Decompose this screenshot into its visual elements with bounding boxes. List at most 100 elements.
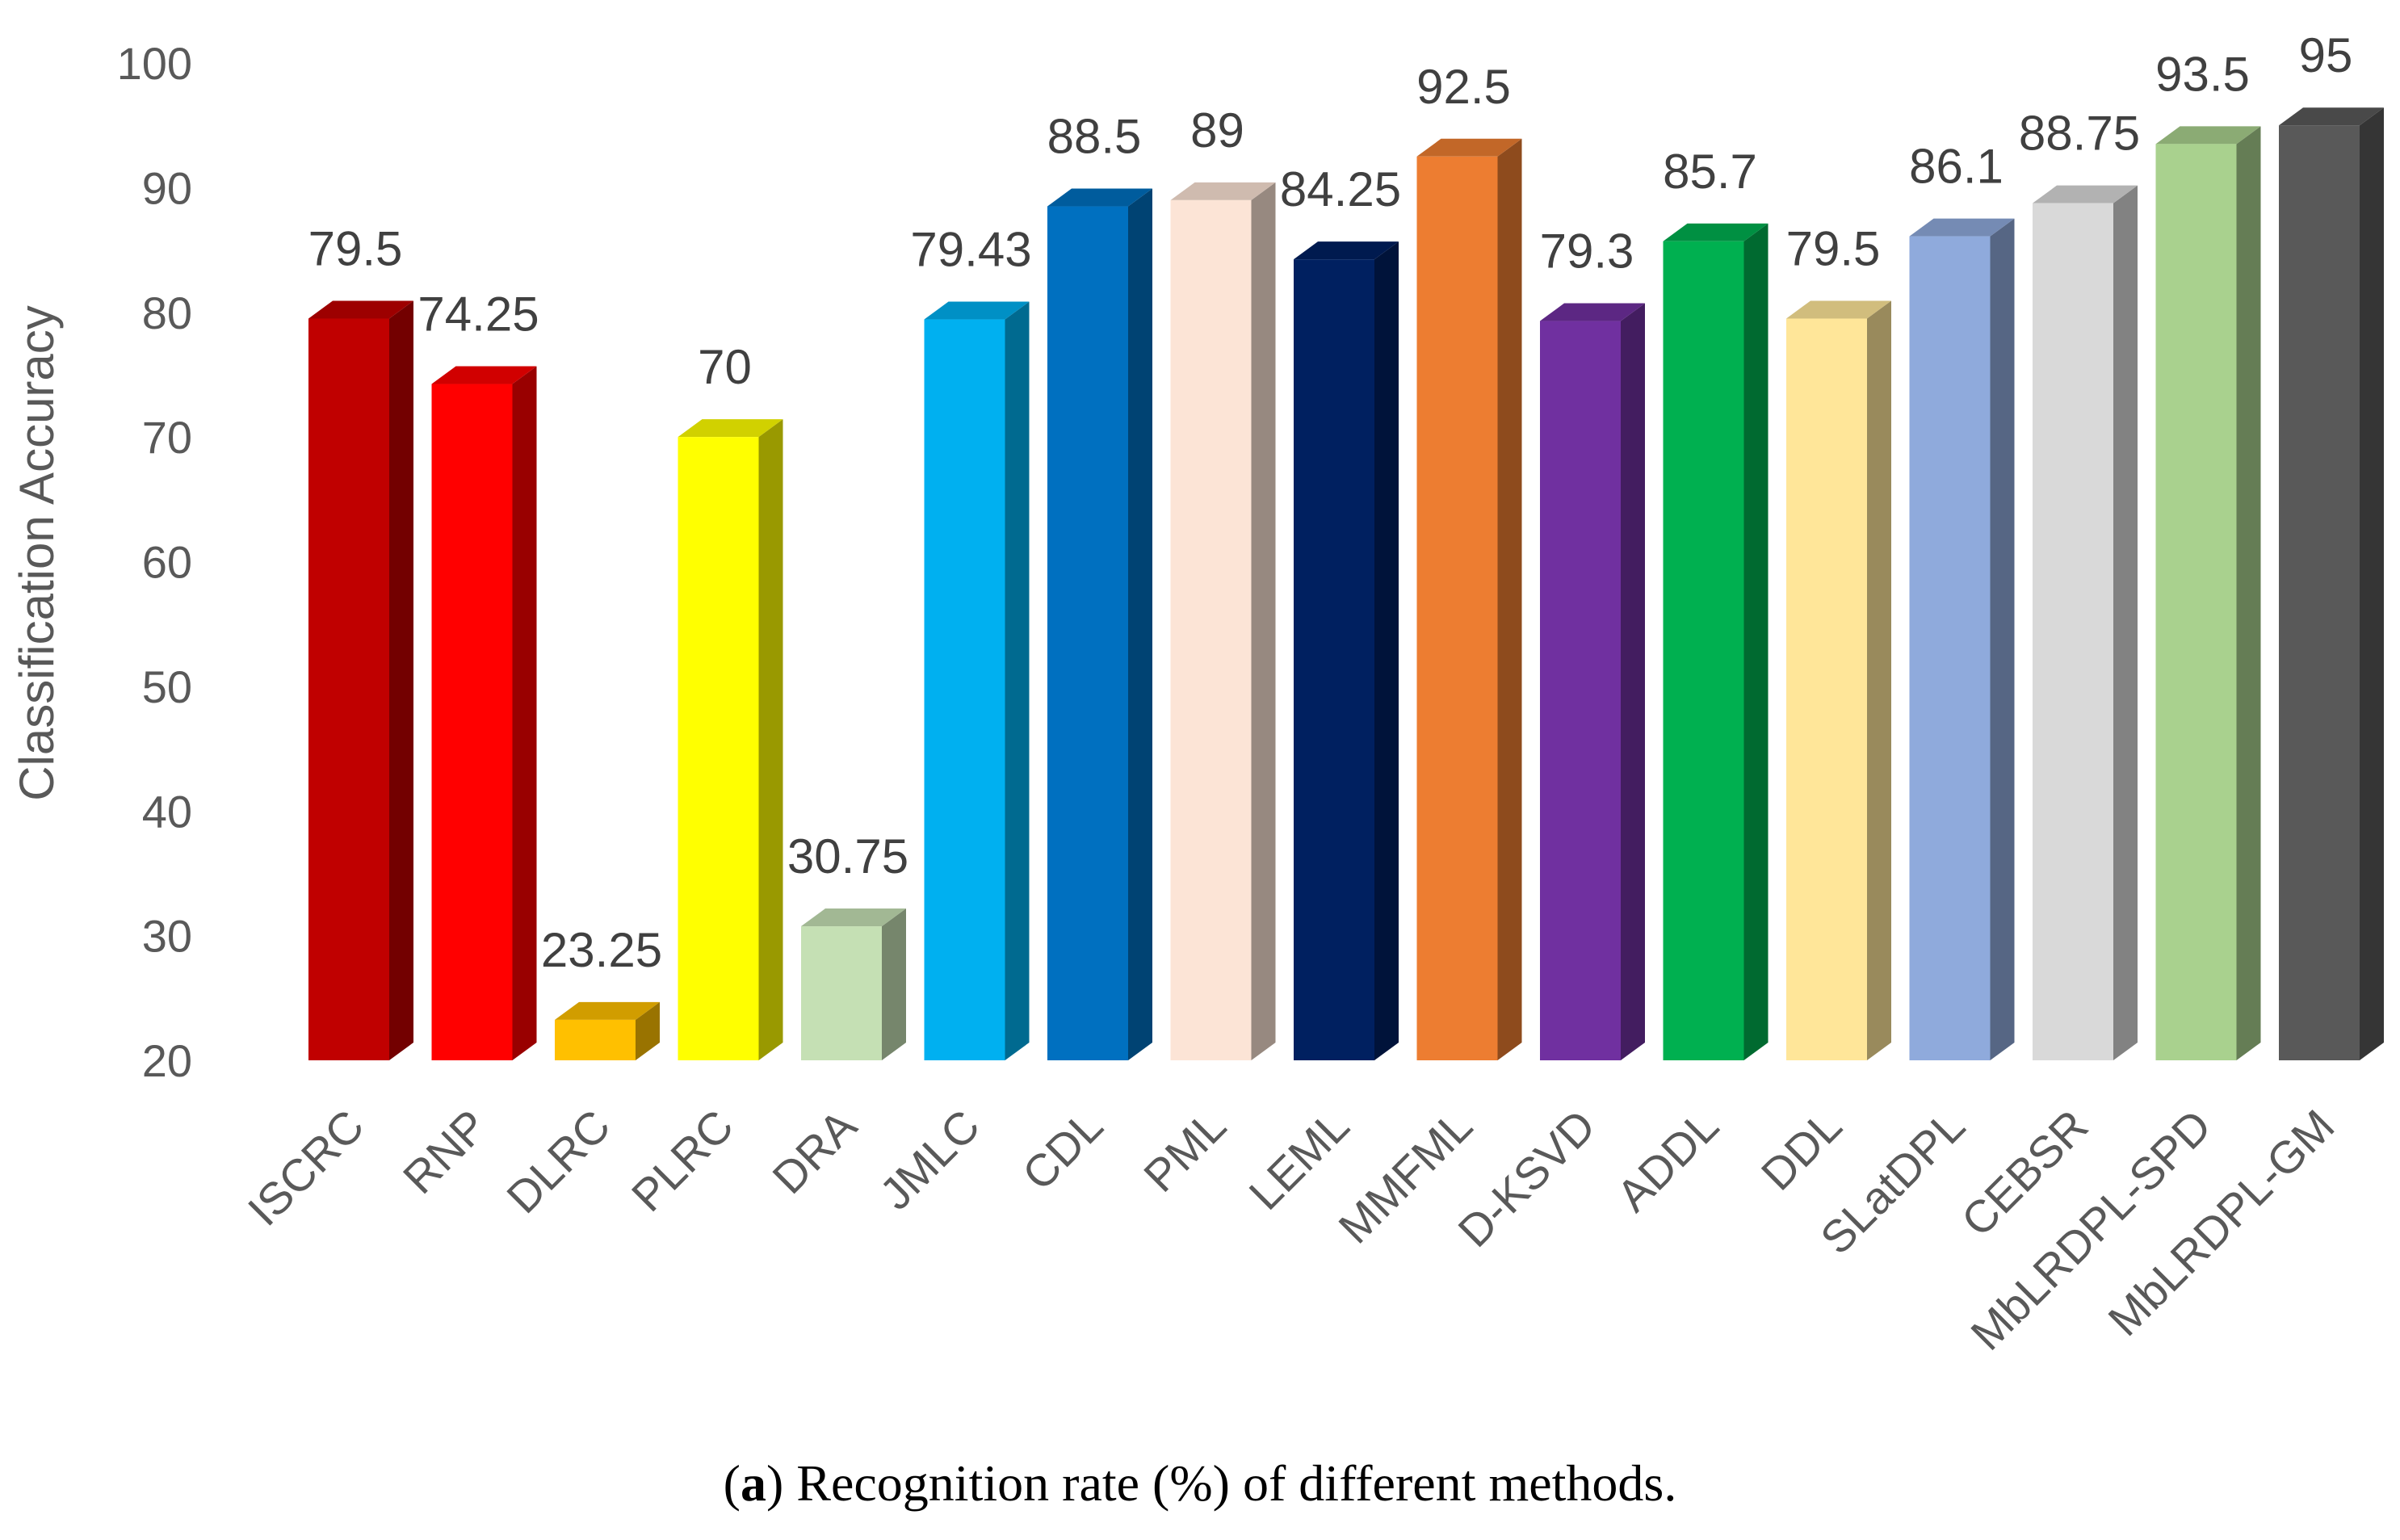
bar-front bbox=[2279, 125, 2360, 1060]
bar-front bbox=[308, 318, 389, 1060]
data-label: 93.5 bbox=[2155, 47, 2250, 101]
data-label: 79.43 bbox=[910, 223, 1031, 277]
data-label: 88.5 bbox=[1047, 110, 1142, 164]
x-tick-label: JMLC bbox=[870, 1100, 989, 1219]
x-tick-label: RNP bbox=[393, 1100, 497, 1203]
data-labels: 79.5 74.25 23.25 70 30.75 79.43 88.5 89 84.25 92.… bbox=[308, 28, 2353, 977]
bar-front bbox=[555, 1019, 636, 1060]
x-tick-label: DDL bbox=[1752, 1100, 1852, 1200]
y-tick-label: 20 bbox=[142, 1035, 192, 1086]
x-axis-ticks: ISCRC RNP DLRC PLRC DRA JMLC CDL PML LEMLMMFMLD-… bbox=[238, 1099, 2344, 1359]
bar-front bbox=[1294, 259, 1374, 1060]
bar-side bbox=[1497, 138, 1522, 1060]
bar-top bbox=[431, 366, 537, 384]
bar-side bbox=[636, 1001, 660, 1060]
data-label: 70 bbox=[698, 340, 752, 394]
bar-top bbox=[1294, 241, 1399, 260]
bar-mmfml bbox=[1416, 138, 1522, 1060]
bar-side bbox=[758, 419, 783, 1060]
bar-cdl bbox=[1047, 188, 1152, 1060]
bar-top bbox=[1416, 138, 1522, 157]
bar-chart: 20 30 40 50 60 70 80 90 100 Classification Accur… bbox=[10, 28, 2384, 1360]
data-label: 92.5 bbox=[1416, 60, 1511, 114]
bar-front bbox=[924, 319, 1005, 1060]
bar-side bbox=[1990, 218, 2015, 1060]
bar-side bbox=[1867, 300, 1891, 1060]
y-tick-label: 50 bbox=[142, 661, 192, 712]
bar-side bbox=[2360, 107, 2384, 1060]
bar-side bbox=[1251, 182, 1276, 1060]
bar-d-ksvd bbox=[1540, 303, 1645, 1060]
bar-front bbox=[2033, 203, 2113, 1060]
bars bbox=[308, 107, 2384, 1061]
y-tick-label: 60 bbox=[142, 537, 192, 588]
bar-mblrdpl-spd bbox=[2155, 126, 2261, 1060]
bar-side bbox=[2236, 126, 2261, 1060]
bar-top bbox=[2155, 126, 2261, 145]
bar-front bbox=[431, 384, 513, 1060]
data-label: 85.7 bbox=[1663, 145, 1757, 199]
bar-side bbox=[389, 300, 413, 1060]
bar-addl bbox=[1663, 223, 1769, 1061]
x-tick-label: ISCRC bbox=[238, 1100, 374, 1236]
figure-caption: (a) Recognition rate (%) of different me… bbox=[723, 1454, 1677, 1512]
caption-text: Recognition rate (%) of different method… bbox=[796, 1454, 1677, 1512]
data-label: 79.3 bbox=[1540, 224, 1634, 279]
caption-label: a bbox=[740, 1454, 766, 1512]
bar-front bbox=[1663, 241, 1744, 1061]
bar-top bbox=[1170, 182, 1276, 200]
bar-front bbox=[1786, 318, 1867, 1060]
x-tick-label: LEML bbox=[1239, 1100, 1358, 1219]
bar-rnp bbox=[431, 366, 537, 1060]
bar-top bbox=[1047, 188, 1152, 207]
bar-side bbox=[1128, 188, 1152, 1060]
bar-iscrc bbox=[308, 300, 413, 1060]
bar-side bbox=[1374, 241, 1399, 1060]
data-label: 88.75 bbox=[2019, 107, 2140, 161]
y-tick-label: 40 bbox=[142, 786, 192, 837]
bar-front bbox=[678, 437, 759, 1060]
x-tick-label: ADDL bbox=[1607, 1100, 1728, 1221]
bar-pml bbox=[1170, 182, 1276, 1060]
y-tick-label: 80 bbox=[142, 287, 192, 338]
bar-front bbox=[1047, 206, 1128, 1060]
x-tick-label: PLRC bbox=[622, 1100, 743, 1221]
bar-top bbox=[2033, 185, 2138, 204]
bar-top bbox=[1786, 300, 1891, 319]
bar-side bbox=[1621, 303, 1645, 1060]
data-label: 84.25 bbox=[1280, 162, 1401, 216]
y-tick-label: 90 bbox=[142, 162, 192, 213]
bar-mblrdpl-gm bbox=[2279, 107, 2384, 1060]
bar-side bbox=[1743, 223, 1769, 1061]
bar-side bbox=[1005, 301, 1030, 1060]
data-label: 74.25 bbox=[417, 287, 539, 342]
bar-ddl bbox=[1786, 300, 1891, 1060]
y-tick-label: 30 bbox=[142, 911, 192, 962]
bar-dlrc bbox=[555, 1001, 660, 1060]
y-axis-label: Classification Accuracy bbox=[10, 305, 64, 801]
data-label: 79.5 bbox=[308, 221, 403, 275]
bar-dra bbox=[801, 908, 906, 1060]
bar-front bbox=[1540, 321, 1621, 1060]
bar-front bbox=[1909, 236, 1991, 1060]
x-tick-label: DRA bbox=[762, 1099, 866, 1203]
bar-slatdpl bbox=[1909, 218, 2015, 1060]
x-tick-label: D-KSVD bbox=[1448, 1100, 1605, 1257]
bar-cebsr bbox=[2033, 185, 2138, 1060]
bar-side bbox=[512, 366, 537, 1060]
data-label: 86.1 bbox=[1909, 140, 2003, 194]
data-label: 79.5 bbox=[1786, 221, 1881, 275]
y-axis: 20 30 40 50 60 70 80 90 100 bbox=[117, 38, 192, 1086]
data-label: 30.75 bbox=[787, 829, 908, 883]
x-tick-label: DLRC bbox=[497, 1100, 619, 1223]
x-tick-label: PML bbox=[1134, 1100, 1236, 1202]
bar-plrc bbox=[678, 419, 783, 1060]
bar-front bbox=[801, 926, 882, 1060]
bar-front bbox=[1170, 199, 1252, 1060]
data-label: 23.25 bbox=[541, 923, 662, 977]
bar-side bbox=[2113, 185, 2138, 1060]
bar-top bbox=[678, 419, 783, 438]
bar-top bbox=[1540, 303, 1645, 321]
y-tick-label: 70 bbox=[142, 412, 192, 463]
bar-top bbox=[801, 908, 906, 927]
